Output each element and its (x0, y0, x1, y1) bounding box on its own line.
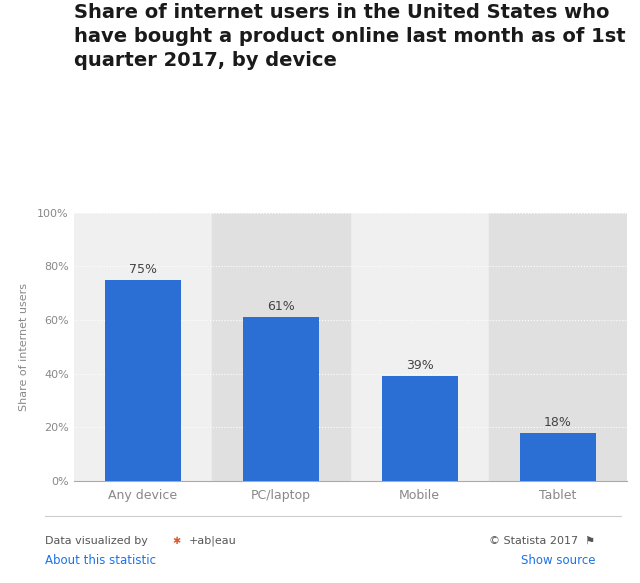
Bar (105, 280, 181, 481)
Bar (243, 317, 319, 481)
Text: About this statistic: About this statistic (45, 554, 156, 567)
Text: 75%: 75% (129, 263, 157, 276)
Text: Share of internet users in the United States who
have bought a product online la: Share of internet users in the United St… (74, 3, 625, 71)
Y-axis label: Share of internet users: Share of internet users (19, 283, 29, 411)
Bar (212, 213, 351, 481)
Text: 39%: 39% (406, 359, 433, 373)
Text: +ab|eau: +ab|eau (189, 536, 237, 546)
Bar (489, 213, 627, 481)
Text: Show source: Show source (521, 554, 595, 567)
Text: 61%: 61% (268, 300, 295, 314)
Bar (520, 433, 596, 481)
Text: Data visualized by: Data visualized by (45, 536, 148, 546)
Text: © Statista 2017  ⚑: © Statista 2017 ⚑ (489, 536, 595, 546)
Text: 18%: 18% (544, 416, 572, 429)
Bar (381, 377, 458, 481)
Text: ✱: ✱ (172, 536, 180, 546)
